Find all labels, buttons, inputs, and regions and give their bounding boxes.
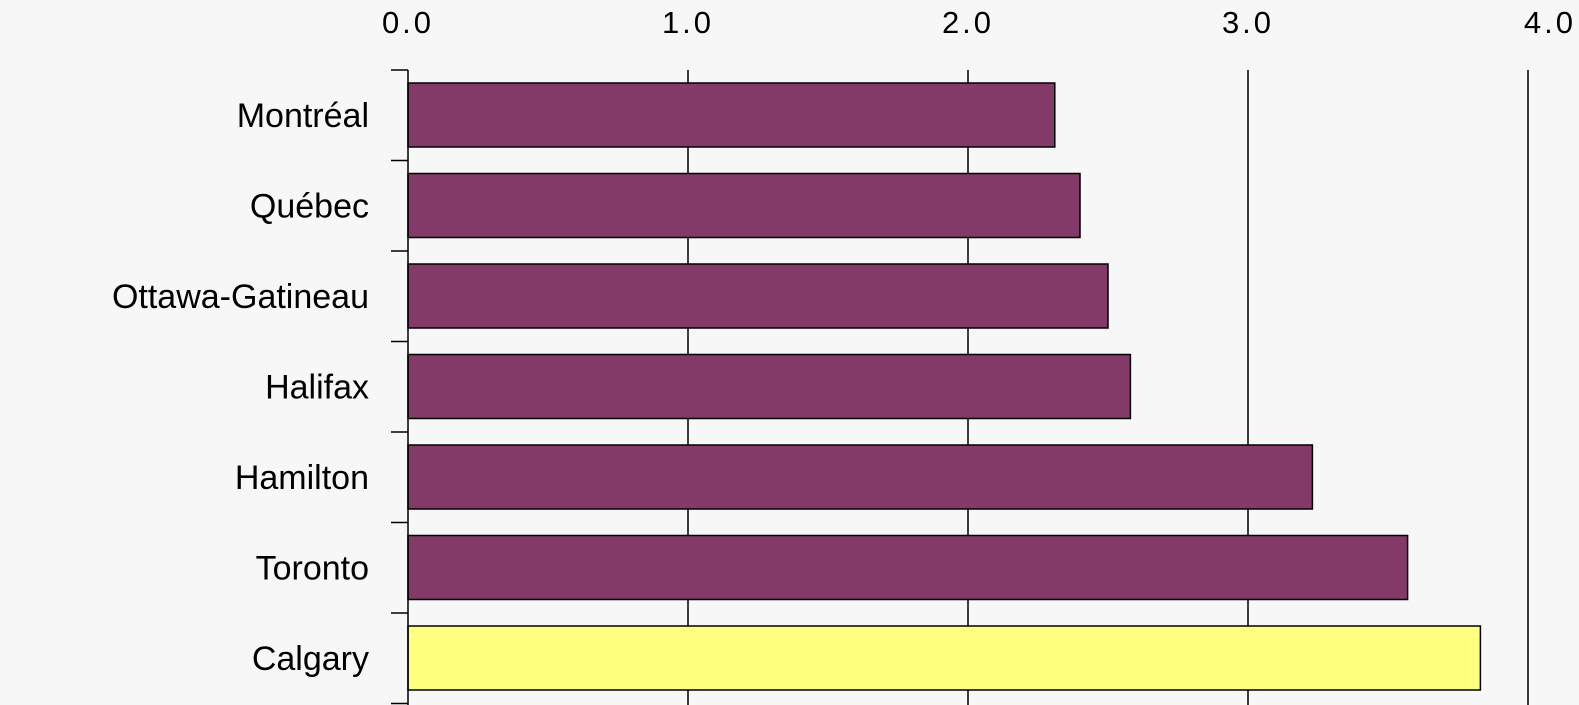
category-label: Québec xyxy=(250,188,369,226)
category-label: Montréal xyxy=(237,97,369,135)
bar-halifax xyxy=(407,353,1132,420)
bar-toronto xyxy=(407,534,1409,601)
bars xyxy=(407,82,1482,691)
x-tick-label: 1.0 xyxy=(662,5,714,40)
category-labels: Montréal Québec Ottawa-Gatineau Halifax Hami… xyxy=(112,97,369,678)
category-label: Hamilton xyxy=(235,459,369,497)
x-tick-label: 4.0 xyxy=(1524,5,1576,40)
x-tick-label: 3.0 xyxy=(1222,5,1274,40)
axes xyxy=(391,69,409,705)
x-tick-label: 2.0 xyxy=(942,5,994,40)
bar-calgary xyxy=(407,625,1482,691)
category-label: Calgary xyxy=(252,640,369,678)
bar-hamilton xyxy=(407,444,1314,510)
category-label: Toronto xyxy=(256,550,369,588)
bar-qu-bec xyxy=(407,172,1081,239)
x-tick-labels: 0.0 1.0 2.0 3.0 4.0 xyxy=(382,5,1576,40)
category-label: Ottawa-Gatineau xyxy=(112,278,369,316)
x-tick-label: 0.0 xyxy=(382,5,434,40)
bar-montr-al xyxy=(407,82,1056,148)
bar-ottawa-gatineau xyxy=(407,263,1109,329)
category-label: Halifax xyxy=(265,369,369,407)
